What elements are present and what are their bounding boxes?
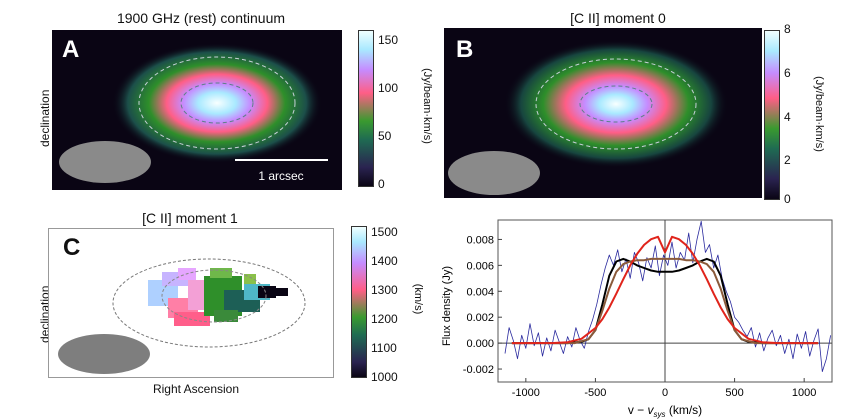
- panel-a-cbar-tick: 50: [378, 129, 392, 143]
- spectrum-series-gaussian-fit: [511, 235, 819, 345]
- panel-c-cbar-tick: 1200: [371, 312, 398, 326]
- panel-b-beam: [448, 151, 540, 195]
- spectrum-series-brown-model: [511, 257, 819, 345]
- panel-c-colorbar-unit: (km/s): [412, 283, 424, 315]
- panel-a-contour-inner: [180, 82, 254, 124]
- panel-c-image: [48, 228, 334, 378]
- panel-c-cbar-tick: 1400: [371, 254, 398, 268]
- panel-c-cbar-tick: 1500: [371, 225, 398, 239]
- panel-a-ylabel: declination: [38, 89, 52, 147]
- spectrum-xtick-label: -1000: [512, 387, 540, 399]
- panel-c-cbar-tick: 1100: [371, 341, 397, 355]
- panel-c-velocity-map: [148, 268, 288, 326]
- spectrum-ytick-label: 0.004: [466, 286, 494, 298]
- panel-a-scalebar-label: 1 arcsec: [258, 169, 303, 183]
- spectrum-chart: -1000 -500 0 500 1000 -0.002 0.000 0.002 0.004 0.…: [441, 219, 833, 419]
- spectrum-ytick-label: -0.002: [463, 364, 494, 376]
- panel-c-colorbar: [351, 226, 367, 378]
- spectrum-ytick-label: 0.006: [466, 260, 494, 272]
- panel-b-title: [C II] moment 0: [570, 10, 666, 26]
- panel-c-xlabel: Right Ascension: [152, 382, 240, 396]
- panel-a-contour-outer: [138, 56, 296, 150]
- panel-b-letter: B: [456, 36, 474, 63]
- panel-c-letter: C: [63, 234, 81, 261]
- spectrum-xlabel-sub: sys: [654, 410, 666, 419]
- spectrum-ytick-label: 0.000: [466, 338, 494, 350]
- panel-b-colorbar: [764, 30, 780, 200]
- panel-a-image: 1 arcsec: [52, 30, 342, 190]
- panel-b-cbar-tick: 6: [784, 66, 791, 80]
- spectrum-xlabel: v − vsys (km/s): [628, 403, 702, 419]
- panel-b-cbar-tick: 8: [784, 22, 791, 36]
- spectrum-ylabel: Flux density (Jy): [441, 266, 453, 346]
- spectrum-series-double-peak-model: [511, 257, 819, 345]
- panel-a-colorbar: [358, 30, 374, 187]
- panel-a-colorbar-unit: (Jy/beam·km/s): [421, 68, 433, 144]
- panel-c-title: [C II] moment 1: [142, 210, 238, 226]
- spectrum-xlabel-main: v −: [628, 403, 648, 417]
- panel-b-cbar-tick: 0: [784, 192, 791, 206]
- panel-b-cbar-tick: 2: [784, 153, 791, 167]
- spectrum-xlabel-unit: (km/s): [666, 403, 703, 417]
- panel-c-contour-outer: [112, 258, 306, 348]
- panel-b-contour-outer: [535, 58, 697, 150]
- panel-c-contour-inner: [161, 269, 267, 323]
- panel-c-cbar-tick: 1000: [371, 370, 398, 384]
- spectrum-xtick-label: 500: [725, 387, 743, 399]
- panel-b-contour-inner: [579, 85, 653, 123]
- panel-a-title: 1900 GHz (rest) continuum: [116, 10, 286, 26]
- panel-b-image: [444, 28, 762, 198]
- panel-c-beam: [58, 334, 150, 374]
- spectrum-xtick-label: 0: [662, 387, 668, 399]
- spectrum-xlabel-var: v: [648, 403, 655, 417]
- panel-a-letter: A: [62, 36, 80, 63]
- spectrum-xtick-label: 1000: [792, 387, 816, 399]
- panel-a-beam: [59, 141, 151, 183]
- panel-c-cbar-tick: 1300: [371, 283, 398, 297]
- panel-a-cbar-tick: 150: [378, 33, 399, 47]
- panel-a-cbar-tick: 0: [378, 177, 385, 191]
- spectrum-ytick-label: 0.008: [466, 234, 494, 246]
- spectrum-xtick-label: -500: [584, 387, 606, 399]
- panel-b-colorbar-unit: (Jy/beam·km/s): [813, 76, 825, 152]
- panel-a-cbar-tick: 100: [378, 81, 399, 95]
- panel-b-cbar-tick: 4: [784, 110, 791, 124]
- panel-a-source: [112, 43, 322, 163]
- spectrum-ytick-label: 0.002: [466, 312, 494, 324]
